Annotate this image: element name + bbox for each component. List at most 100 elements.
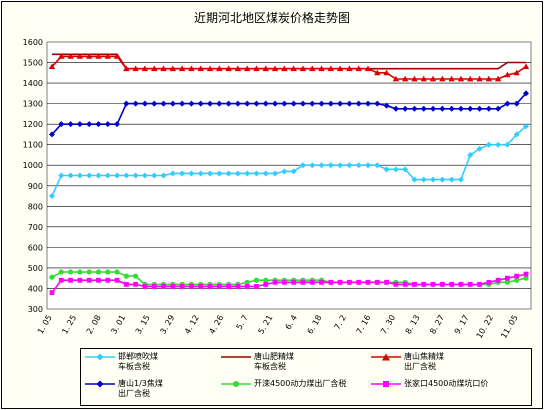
data-point [318, 100, 325, 107]
data-point [170, 284, 176, 289]
data-point [188, 100, 195, 107]
data-point [123, 100, 130, 107]
data-point [271, 65, 279, 72]
data-point [495, 105, 502, 112]
data-point [169, 170, 176, 177]
data-point [207, 170, 213, 177]
data-point [392, 105, 399, 112]
x-tick-label: 4. 26 [207, 314, 225, 336]
data-point [402, 281, 408, 287]
data-point [77, 277, 83, 283]
data-point [105, 269, 111, 275]
data-point [476, 145, 483, 152]
y-tick-label: 400 [28, 284, 43, 293]
data-point [476, 75, 483, 82]
x-tick-label: 3. 01 [109, 314, 127, 336]
data-point [290, 65, 297, 72]
data-point [77, 269, 83, 275]
y-tick-label: 700 [28, 223, 43, 232]
legend-label: 邯郸喷吹煤 车板含税 [118, 352, 158, 371]
data-point [504, 279, 511, 285]
data-point [449, 281, 455, 287]
data-point [49, 131, 55, 138]
data-point [514, 277, 520, 283]
data-point [457, 176, 464, 183]
series-line [51, 273, 527, 294]
x-tick-label: 3. 15 [134, 314, 152, 336]
data-point [328, 279, 334, 285]
data-point [58, 277, 64, 283]
data-point [346, 100, 353, 107]
data-point [216, 65, 223, 72]
data-point [160, 100, 167, 107]
data-point [225, 170, 232, 177]
data-point [58, 269, 64, 275]
data-point [485, 141, 492, 148]
data-point [197, 100, 204, 107]
data-point [346, 162, 353, 169]
data-point [198, 284, 204, 289]
y-tick-label: 1100 [23, 141, 43, 150]
x-tick-label: 4. 12 [183, 314, 201, 336]
data-point [113, 53, 121, 59]
legend-label: 唐山肥精煤 车板含税 [254, 352, 294, 371]
data-point [49, 290, 55, 295]
data-point [86, 277, 92, 283]
data-point [494, 75, 502, 82]
data-point [477, 281, 482, 287]
data-point [132, 100, 139, 107]
data-point [263, 281, 269, 287]
data-point [364, 65, 372, 72]
y-tick-label: 800 [28, 202, 43, 211]
data-point [355, 100, 362, 107]
x-tick-label: 5. 21 [256, 314, 274, 336]
series-1 [49, 123, 529, 200]
data-point [104, 172, 111, 179]
x-tick-label: 6. 18 [306, 314, 324, 336]
data-point [104, 53, 111, 59]
x-tick-label: 11. 05 [499, 314, 520, 341]
legend-item: 唐山肥精煤 车板含税 [221, 352, 294, 372]
data-point [234, 100, 241, 107]
data-point [448, 105, 455, 112]
gridlines [47, 62, 531, 289]
data-point [67, 121, 74, 128]
data-point [86, 121, 93, 128]
x-tick-label: 8. 27 [428, 314, 446, 336]
data-point [225, 100, 232, 107]
data-point [383, 166, 390, 173]
data-point [402, 166, 409, 173]
data-point [504, 71, 511, 78]
data-point [300, 279, 306, 285]
data-point [161, 284, 166, 289]
data-point [504, 100, 511, 107]
chart-title: 近期河北地区煤炭价格走势图 [194, 10, 350, 25]
data-point [207, 100, 213, 107]
data-point [327, 65, 335, 72]
data-point [281, 100, 288, 107]
series-line [51, 125, 527, 197]
data-point [327, 162, 334, 169]
data-point [439, 176, 446, 183]
data-point [133, 273, 139, 279]
data-point [522, 63, 530, 70]
data-point [337, 100, 344, 107]
data-point [142, 284, 148, 289]
legend-item: 邯郸喷吹煤 车板含税 [85, 352, 158, 372]
data-point [132, 172, 139, 179]
data-point [467, 75, 474, 82]
data-point [420, 75, 427, 82]
data-point [513, 69, 520, 76]
x-tick-label: 7. 2 [333, 314, 348, 332]
data-point [262, 100, 269, 107]
data-point [244, 284, 250, 289]
data-point [244, 279, 250, 285]
series-lines [48, 53, 530, 295]
data-point [458, 281, 464, 287]
data-point [327, 100, 334, 107]
data-point [523, 271, 529, 277]
x-tick-label: 10. 22 [475, 314, 496, 341]
data-point [309, 65, 316, 72]
legend-item: 张家口4500动煤坑口价 [371, 379, 488, 389]
data-point [151, 172, 158, 179]
